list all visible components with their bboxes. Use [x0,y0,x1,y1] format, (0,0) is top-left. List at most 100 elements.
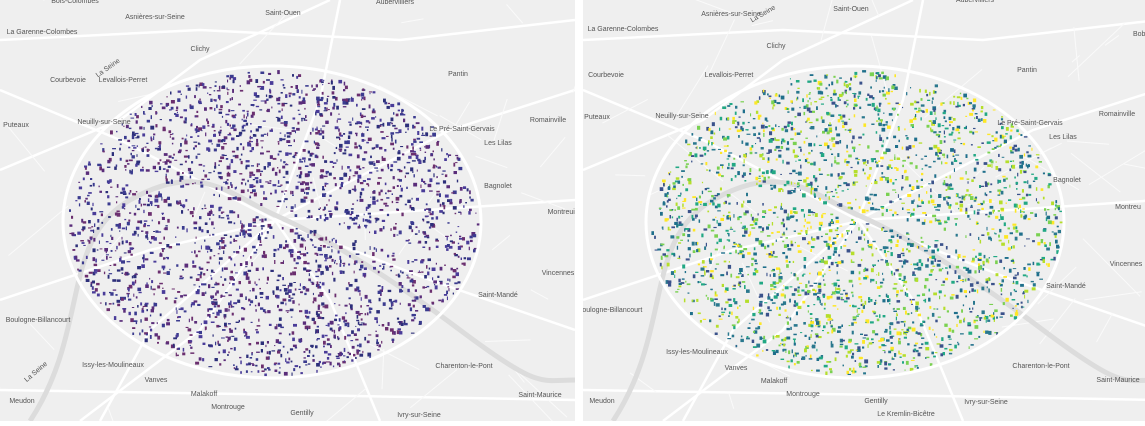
building [898,341,901,345]
building [981,287,984,291]
building [827,332,829,334]
building [846,100,849,101]
building [247,142,250,146]
building [377,182,380,185]
building [88,161,90,163]
building [843,365,845,367]
building [256,169,260,172]
building [1020,134,1022,136]
building [153,134,155,136]
building [180,276,183,278]
building [261,232,262,235]
building [782,252,785,254]
building [307,234,308,238]
building [469,247,470,251]
building [815,290,817,293]
building [228,134,232,136]
building [739,268,743,272]
building [232,125,235,128]
building [1034,177,1037,180]
building [250,130,252,132]
building [350,214,353,216]
building [324,207,326,210]
building [193,207,195,210]
building [82,226,85,229]
building [135,164,137,167]
building [793,128,795,130]
building [840,344,844,345]
building [841,299,844,300]
building [772,170,776,174]
building [166,105,168,107]
building [892,119,893,121]
building [949,349,953,351]
building [892,358,895,360]
building [667,192,669,195]
building [162,324,165,328]
building [916,186,919,189]
building [849,368,851,371]
building [1027,300,1028,303]
building [294,239,297,243]
building [266,95,267,97]
building [84,200,86,202]
building [305,173,309,177]
building [449,154,451,156]
building [202,292,205,296]
building [965,116,967,117]
building [879,77,883,79]
building [270,270,273,272]
building [908,250,911,253]
building [184,109,188,111]
building [265,181,269,182]
building [436,263,437,265]
building [153,231,155,232]
building [693,229,696,232]
building [432,211,434,214]
building [437,276,439,278]
building [378,285,381,287]
building [762,210,766,213]
building [1012,308,1013,309]
building [933,356,936,358]
building [782,289,784,290]
building [837,297,841,300]
building [1006,127,1009,131]
building [860,334,863,335]
building [207,179,210,180]
building [929,147,933,150]
building [981,234,984,236]
building [158,221,160,224]
building [270,130,274,132]
building [918,197,919,201]
building [1021,161,1024,165]
building [868,301,870,303]
building [677,218,678,222]
building [277,305,279,308]
building [233,239,235,242]
building [932,313,935,317]
building [674,270,676,273]
building [712,149,716,151]
building [177,227,179,229]
building [447,222,449,224]
building [336,137,340,139]
building [822,213,826,214]
building [685,188,688,191]
building [382,324,385,327]
building [972,258,975,261]
building [132,135,135,139]
building [167,271,170,275]
building [406,275,408,276]
building [410,280,414,283]
building [419,324,422,325]
building [151,280,153,283]
building [315,260,317,263]
building [390,266,393,267]
building [776,139,780,141]
building [300,171,302,175]
building [102,169,105,173]
building [937,309,939,310]
building [155,230,158,232]
